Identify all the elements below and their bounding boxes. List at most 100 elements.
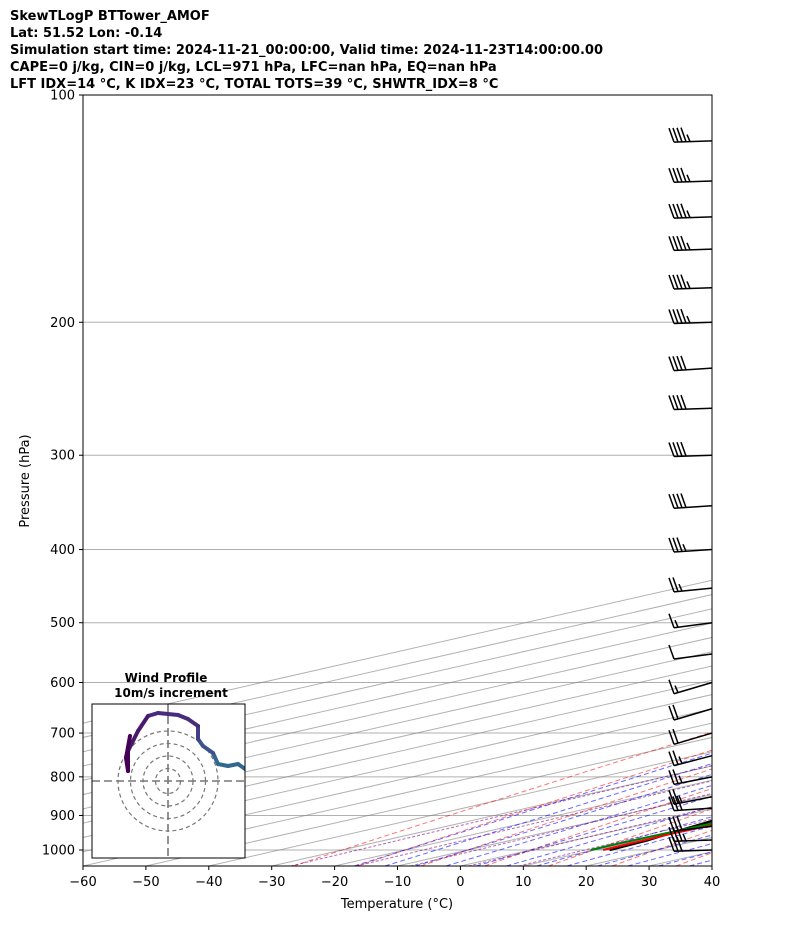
isotherm bbox=[83, 651, 712, 796]
barb-staff bbox=[673, 825, 713, 832]
barb-staff bbox=[673, 248, 713, 252]
isotherm bbox=[83, 722, 712, 866]
wind-barb bbox=[668, 441, 713, 458]
x-tick-label: −30 bbox=[258, 875, 285, 890]
barb-staff bbox=[673, 180, 713, 184]
moist-adiabat bbox=[536, 816, 712, 866]
barb-flag bbox=[676, 441, 683, 457]
wind-barb bbox=[668, 537, 713, 553]
x-tick-label: 20 bbox=[578, 875, 595, 890]
barb-staff bbox=[673, 140, 713, 143]
wind-barb bbox=[668, 704, 713, 721]
dry-adiabat bbox=[420, 768, 712, 866]
barb-staff bbox=[673, 732, 713, 746]
barb-flag bbox=[668, 836, 675, 852]
x-tick-label: −60 bbox=[69, 875, 96, 890]
barb-half-flag bbox=[686, 174, 691, 183]
wind-barb bbox=[668, 308, 713, 325]
barb-half-flag bbox=[674, 685, 679, 693]
isotherm bbox=[208, 751, 712, 866]
barb-flag bbox=[668, 274, 675, 290]
dry-adiabat bbox=[548, 808, 712, 866]
time-line: Simulation start time: 2024-11-21_00:00:… bbox=[10, 43, 603, 58]
barb-staff bbox=[673, 708, 713, 721]
barb-half-flag bbox=[686, 134, 691, 142]
wind-barb bbox=[668, 644, 713, 660]
wind-barb bbox=[668, 577, 713, 593]
y-tick-label: 800 bbox=[50, 770, 75, 785]
hodograph-segment bbox=[236, 762, 245, 772]
barb-staff bbox=[673, 839, 713, 843]
y-tick-label: 500 bbox=[50, 616, 75, 631]
hodograph-segment bbox=[136, 714, 150, 733]
dry-adiabat bbox=[740, 95, 794, 866]
y-tick-label: 1000 bbox=[42, 844, 75, 859]
barb-flag bbox=[668, 494, 675, 509]
isotherm bbox=[83, 636, 712, 781]
barb-flag bbox=[672, 395, 679, 410]
wind-barb bbox=[668, 750, 713, 767]
barb-flag bbox=[680, 203, 687, 218]
x-tick-label: −50 bbox=[132, 875, 159, 890]
barb-flag bbox=[668, 730, 675, 745]
dry-adiabat bbox=[293, 731, 712, 866]
barb-flag bbox=[668, 789, 675, 805]
barb-flag bbox=[680, 127, 687, 142]
barb-staff bbox=[673, 321, 713, 325]
barb-flag bbox=[680, 441, 687, 457]
barb-half-flag bbox=[674, 619, 679, 628]
hodograph-segment bbox=[211, 751, 220, 766]
barb-flag bbox=[672, 167, 679, 183]
moist-adiabat bbox=[445, 784, 712, 866]
barb-flag bbox=[668, 442, 675, 457]
barb-flag bbox=[672, 309, 679, 324]
axis-ticks: −60 −50 −40 −30 −20 −10 0 10 20 30 40 100 200 300 400 5… bbox=[42, 89, 720, 891]
figure-header: SkewTLogP BTTower_AMOF Lat: 51.52 Lon: -… bbox=[10, 8, 603, 93]
hodograph-segment bbox=[248, 771, 253, 779]
barb-staff bbox=[673, 681, 713, 695]
barb-flag bbox=[668, 770, 675, 785]
barb-flag bbox=[676, 493, 683, 508]
barb-flag bbox=[668, 236, 675, 251]
barb-flag bbox=[672, 769, 679, 784]
barb-flag bbox=[668, 168, 675, 183]
barb-flag bbox=[680, 493, 687, 508]
wind-barb bbox=[668, 769, 713, 786]
wind-barb bbox=[668, 127, 713, 143]
dry-adiabat bbox=[356, 749, 712, 866]
barb-flag bbox=[680, 308, 687, 324]
barb-staff bbox=[673, 807, 713, 812]
barb-flag bbox=[668, 679, 675, 695]
barb-staff bbox=[673, 849, 713, 853]
barb-half-flag bbox=[678, 583, 683, 592]
wind-barb bbox=[668, 789, 713, 805]
isotherm bbox=[586, 836, 712, 866]
y-tick-label: 600 bbox=[50, 676, 75, 691]
barb-flag bbox=[676, 815, 683, 831]
isotherm bbox=[460, 808, 712, 866]
moist-adiabat bbox=[597, 834, 712, 866]
parameters-line-1: CAPE=0 j/kg, CIN=0 j/kg, LCL=971 hPa, LF… bbox=[10, 60, 497, 75]
dewpoint-line bbox=[590, 822, 712, 851]
barb-staff bbox=[673, 548, 713, 553]
barb-staff bbox=[673, 454, 713, 458]
barb-flag bbox=[680, 355, 687, 371]
wind-profile-inset: Wind Profile 10m/s increment bbox=[91, 671, 253, 859]
y-tick-label: 200 bbox=[50, 316, 75, 331]
inset-title: Wind Profile bbox=[125, 671, 208, 685]
isotherm bbox=[83, 665, 712, 810]
figure-title: SkewTLogP BTTower_AMOF bbox=[10, 9, 210, 24]
barb-staff bbox=[673, 776, 713, 786]
barb-flag bbox=[672, 442, 679, 457]
barb-half-flag bbox=[678, 795, 683, 803]
barb-half-flag bbox=[686, 210, 691, 218]
wind-barb bbox=[668, 815, 713, 832]
y-tick-label: 400 bbox=[50, 543, 75, 558]
barb-flag bbox=[672, 577, 679, 592]
wind-barb bbox=[668, 274, 713, 290]
barb-flag bbox=[668, 751, 675, 766]
barb-flag bbox=[672, 274, 679, 290]
isotherm bbox=[271, 765, 712, 866]
wind-barb bbox=[668, 679, 713, 695]
